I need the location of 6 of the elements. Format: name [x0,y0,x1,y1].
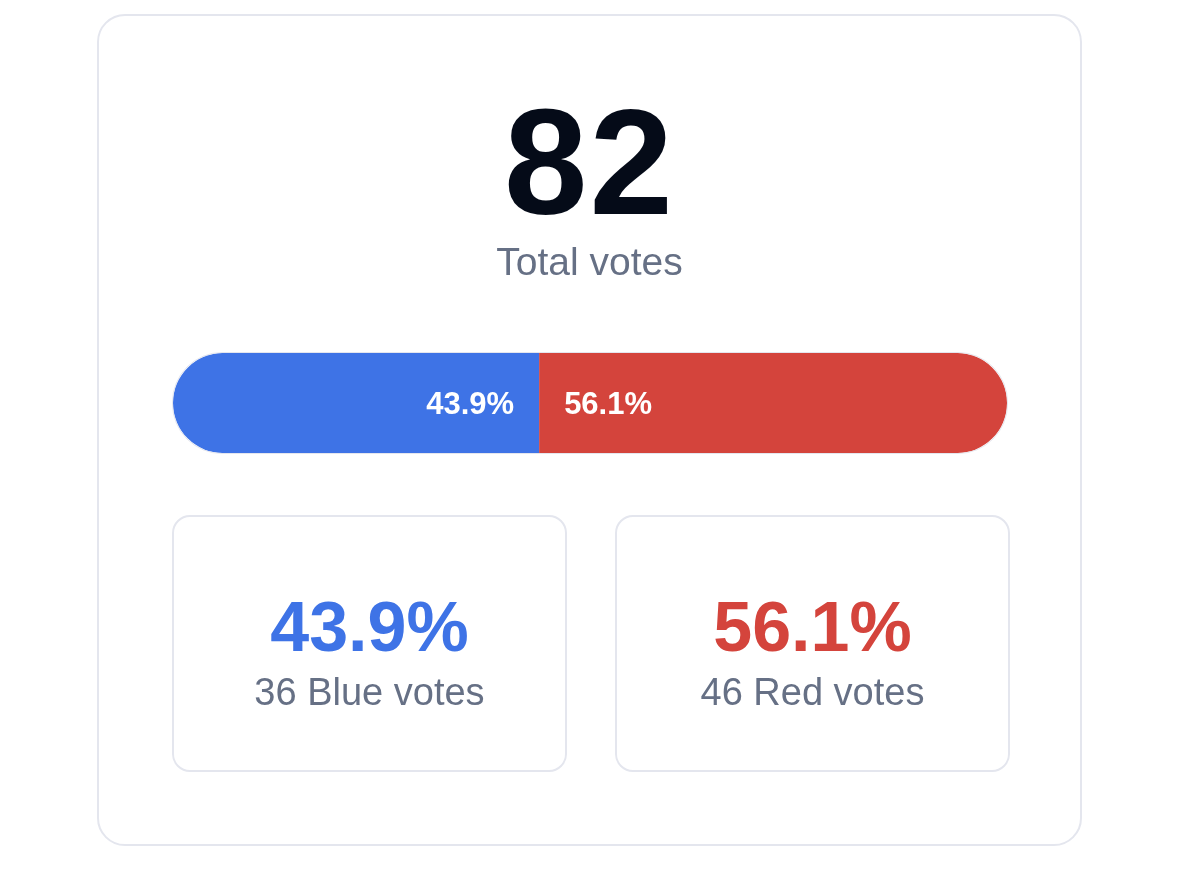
text: 43.9% [269,587,470,667]
text: 36 Blue votes [253,670,486,715]
data-label: 43.9% [426,385,515,421]
text: 56.1% [712,587,913,667]
text: 46 Red votes [699,670,926,715]
data-label: 56.1% [564,385,653,421]
